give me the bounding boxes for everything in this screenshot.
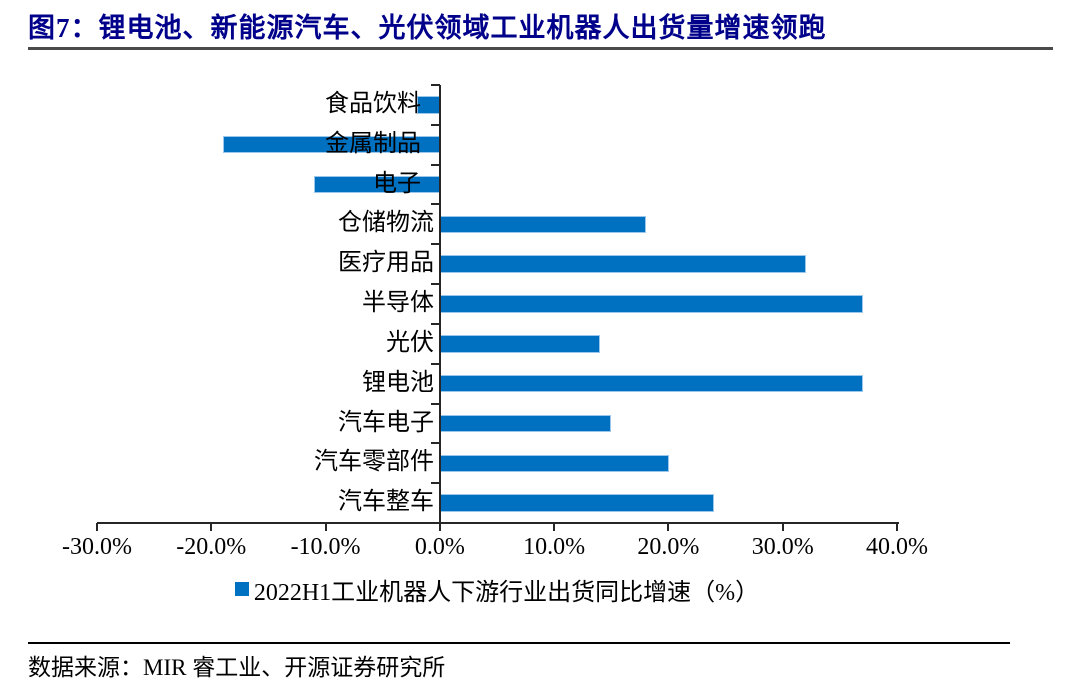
- y-axis-line: [439, 85, 441, 523]
- bar: [440, 374, 863, 393]
- category-label: 金属制品: [325, 130, 421, 157]
- y-axis-tick: [431, 322, 440, 325]
- y-axis-tick: [431, 362, 440, 365]
- x-tick-label: 0.0%: [414, 534, 465, 560]
- bar: [440, 215, 646, 234]
- x-tick-label: 40.0%: [866, 534, 928, 560]
- category-label: 食品饮料: [325, 91, 421, 117]
- x-tick-label: -10.0%: [290, 534, 361, 560]
- bar: [440, 454, 669, 473]
- x-tick-label: -20.0%: [176, 534, 247, 560]
- category-label: 光伏: [386, 329, 434, 356]
- x-tick-label: 30.0%: [751, 534, 814, 560]
- y-axis-tick: [431, 402, 440, 405]
- x-axis-tick: [438, 523, 441, 531]
- x-axis-tick: [324, 523, 327, 531]
- category-label: 医疗用品: [338, 250, 434, 277]
- bar: [440, 414, 612, 433]
- y-axis-tick: [431, 283, 440, 286]
- x-axis-tick: [553, 523, 556, 531]
- x-tick-label: 20.0%: [637, 534, 700, 560]
- y-axis-tick: [431, 442, 440, 445]
- x-axis-tick: [210, 523, 213, 531]
- y-axis-tick: [431, 163, 440, 166]
- x-tick-label: -30.0%: [62, 534, 132, 560]
- y-axis-tick: [431, 123, 440, 126]
- category-label: 锂电池: [362, 369, 434, 396]
- x-tick-label: 10.0%: [523, 534, 586, 560]
- x-axis-tick: [96, 523, 98, 531]
- legend-marker-square: [234, 582, 249, 596]
- y-axis-tick: [431, 84, 440, 86]
- figure-title: 图7：锂电池、新能源汽车、光伏领域工业机器人出货量增速领跑: [28, 13, 827, 43]
- category-label: 汽车零部件: [314, 449, 434, 476]
- category-label: 电子: [373, 170, 421, 197]
- x-axis-tick: [781, 523, 784, 531]
- x-axis-tick: [667, 523, 670, 531]
- bar: [440, 295, 863, 313]
- y-axis-tick: [431, 243, 440, 246]
- source-divider: [28, 642, 1010, 644]
- legend-label: 2022H1工业机器人下游行业出货同比增速（%）: [253, 579, 760, 606]
- category-label: 仓储物流: [338, 210, 434, 237]
- category-label: 汽车整车: [338, 489, 434, 516]
- x-axis-tick: [896, 523, 898, 531]
- y-axis-tick: [431, 482, 440, 485]
- y-axis-tick: [431, 203, 440, 206]
- data-source-text: 数据来源：MIR 睿工业、开源证券研究所: [28, 655, 446, 680]
- category-label: 半导体: [362, 290, 434, 317]
- bar: [440, 494, 715, 512]
- bar: [440, 255, 806, 273]
- x-axis-line: [97, 522, 899, 524]
- category-label: 汽车电子: [338, 409, 434, 436]
- bar: [440, 335, 600, 353]
- chart-legend: 2022H1工业机器人下游行业出货同比增速（%）: [0, 574, 994, 606]
- title-divider: [28, 47, 1053, 50]
